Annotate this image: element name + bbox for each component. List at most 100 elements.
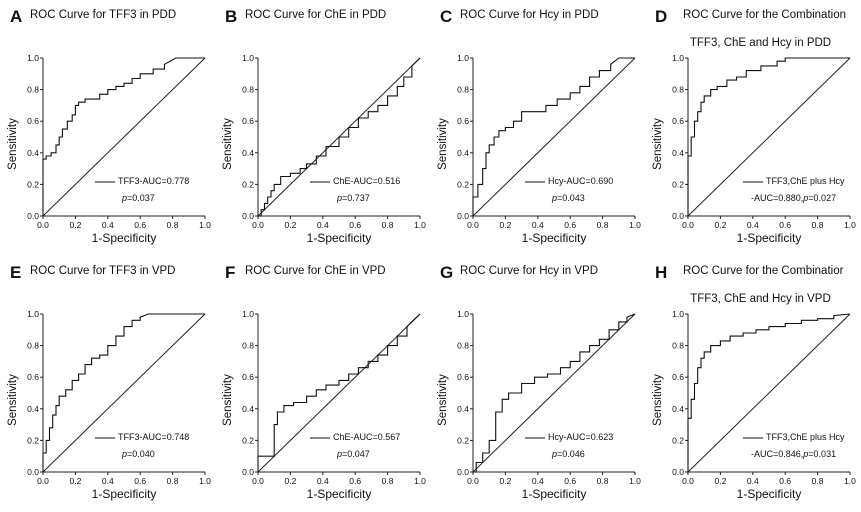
x-tick-label: 0.2 xyxy=(284,476,296,486)
y-tick-label: 0.4 xyxy=(672,148,684,158)
x-tick-label: 0.0 xyxy=(252,476,264,486)
chart-title: ROC Curve for TFF3 in VPD xyxy=(30,265,176,277)
panel-e: E ROC Curve for TFF3 in VPD 0.0 0.2 0.4 0.6 0.… xyxy=(0,256,215,512)
roc-plot: 0.0 0.2 0.4 0.6 0.8 1.0 0.0 0.2 0.4 0.6 0.8 1.0 xyxy=(672,53,856,230)
panel-letter: E xyxy=(10,263,22,282)
p-value-line: p=0.037 xyxy=(122,194,155,203)
chart-title: ROC Curve for Hcy in PDD xyxy=(460,9,599,21)
panel-letter: D xyxy=(655,7,668,26)
roc-plot: 0.0 0.2 0.4 0.6 0.8 1.0 0.0 0.2 0.4 0.6 0.8 1.0 xyxy=(27,309,211,486)
x-tick-label: 1.0 xyxy=(414,220,426,230)
panel-b: B ROC Curve for ChE in PDD 0.0 0.2 0.4 0.6 0.8… xyxy=(215,0,430,256)
y-tick-label: 1.0 xyxy=(27,53,39,63)
p-value: =0.037 xyxy=(127,193,155,203)
y-tick-label: 0.4 xyxy=(457,148,469,158)
y-tick-label: 0.2 xyxy=(672,179,684,189)
x-tick-label: 0.4 xyxy=(317,476,329,486)
chart-title: ROC Curve for the Combinatior xyxy=(683,265,844,277)
p-label: p xyxy=(552,449,558,459)
x-tick-label: 0.4 xyxy=(317,220,329,230)
roc-curve xyxy=(687,313,851,472)
y-tick-label: 0.4 xyxy=(242,148,254,158)
p-value: =0.031 xyxy=(808,449,837,459)
y-tick-label: 0.4 xyxy=(242,404,254,414)
p-label: p xyxy=(337,193,343,203)
y-tick-label: 0.8 xyxy=(457,85,469,95)
reference-diagonal xyxy=(687,57,851,217)
p-value-line: p=0.046 xyxy=(552,450,585,459)
p-value: =0.027 xyxy=(808,193,837,203)
reference-diagonal xyxy=(257,313,421,473)
x-tick-label: 0.6 xyxy=(349,476,361,486)
x-tick-label: 0.2 xyxy=(69,476,81,486)
legend-label: Hcy-AUC=0.690 xyxy=(548,176,614,186)
x-tick-label: 1.0 xyxy=(199,476,211,486)
roc-curve xyxy=(473,313,636,473)
x-tick-label: 0.0 xyxy=(467,220,479,230)
panel-letter: G xyxy=(440,263,454,282)
y-axis-label: Sensitivity xyxy=(7,374,19,426)
y-tick-label: 0.0 xyxy=(27,211,39,221)
p-value: =0.737 xyxy=(342,193,370,203)
x-tick-label: 0.4 xyxy=(532,220,544,230)
y-tick-label: 1.0 xyxy=(457,309,469,319)
x-axis-label: 1-Specificity xyxy=(306,487,372,501)
x-tick-label: 0.8 xyxy=(597,476,609,486)
y-axis-label: Sensitivity xyxy=(437,374,449,426)
y-tick-label: 0.8 xyxy=(457,341,469,351)
reference-diagonal xyxy=(472,57,636,217)
y-tick-label: 0.2 xyxy=(27,179,39,189)
y-tick-label: 1.0 xyxy=(242,53,254,63)
y-tick-label: 0.6 xyxy=(242,116,254,126)
y-tick-label: 0.4 xyxy=(457,404,469,414)
panel-f: F ROC Curve for ChE in VPD 0.0 0.2 0.4 0.6 0.8… xyxy=(215,256,430,512)
y-tick-label: 0.2 xyxy=(672,435,684,445)
x-tick-label: 0.6 xyxy=(134,220,146,230)
y-tick-label: 0.6 xyxy=(27,116,39,126)
y-tick-label: 1.0 xyxy=(672,309,684,319)
reference-diagonal xyxy=(42,313,206,473)
y-tick-label: 0.6 xyxy=(672,372,684,382)
x-tick-label: 0.6 xyxy=(349,220,361,230)
p-value: =0.047 xyxy=(342,449,370,459)
roc-curve xyxy=(472,57,635,216)
x-axis-label: 1-Specificity xyxy=(521,487,587,501)
x-tick-label: 0.6 xyxy=(779,476,791,486)
panel-letter: H xyxy=(655,263,668,282)
p-value: =0.040 xyxy=(127,449,155,459)
x-tick-label: 0.4 xyxy=(747,476,759,486)
legend-label: TFF3,ChE plus Hcy xyxy=(766,176,845,186)
x-tick-label: 0.2 xyxy=(499,220,511,230)
y-tick-label: 0.6 xyxy=(27,372,39,382)
p-label: p xyxy=(337,449,343,459)
p-label: p xyxy=(552,193,558,203)
x-tick-label: 0.4 xyxy=(102,220,114,230)
chart-subtitle: TFF3, ChE and Hcy in PDD xyxy=(689,37,832,49)
legend-label: TFF3,ChE plus Hcy xyxy=(766,432,845,442)
roc-curve xyxy=(258,57,421,217)
p-label: p xyxy=(803,449,809,459)
x-tick-label: 0.2 xyxy=(499,476,511,486)
roc-curve xyxy=(42,57,205,216)
x-axis-label: 1-Specificity xyxy=(736,487,802,501)
y-tick-label: 0.4 xyxy=(672,404,684,414)
y-tick-label: 0.2 xyxy=(242,179,254,189)
x-tick-label: 0.2 xyxy=(714,476,726,486)
chart-title: ROC Curve for the Combination xyxy=(683,9,846,21)
y-axis-label: Sensitivity xyxy=(222,374,234,426)
chart-title: ROC Curve for Hcy in VPD xyxy=(460,265,599,277)
panel-g: G ROC Curve for Hcy in VPD 0.0 0.2 0.4 0.6 0.8… xyxy=(430,256,645,512)
x-tick-label: 0.0 xyxy=(682,220,694,230)
roc-curve xyxy=(257,313,421,472)
y-tick-label: 1.0 xyxy=(457,53,469,63)
p-value: =0.046 xyxy=(557,449,585,459)
x-tick-label: 0.2 xyxy=(69,220,81,230)
y-tick-label: 0.0 xyxy=(457,467,469,477)
y-tick-label: 0.2 xyxy=(457,435,469,445)
y-axis-label: Sensitivity xyxy=(652,374,664,426)
y-tick-label: 0.0 xyxy=(242,467,254,477)
x-tick-label: 0.8 xyxy=(597,220,609,230)
panel-c: C ROC Curve for Hcy in PDD 0.0 0.2 0.4 0.6 0.8… xyxy=(430,0,645,256)
x-tick-label: 0.0 xyxy=(252,220,264,230)
